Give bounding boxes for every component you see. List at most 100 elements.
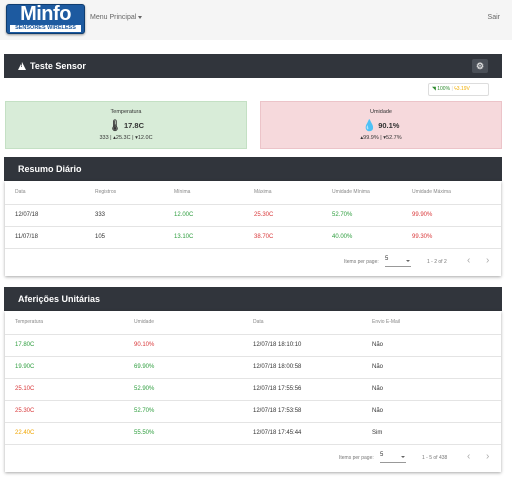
table-row: 19.90C 69.90% 12/07/18 18:00:58 Não — [5, 355, 501, 378]
cell-min-temp: 12.00C — [164, 203, 244, 226]
daily-summary-panel: Data Registros Mínima Máxima Umidade Mín… — [5, 181, 501, 276]
cell-humidity: 90.10% — [124, 333, 243, 356]
prev-page-button[interactable]: ‹ — [467, 451, 471, 462]
sensor-title-wrap: Teste Sensor — [18, 61, 86, 71]
table-row: 25.30C 52.70% 12/07/18 17:53:58 Não — [5, 399, 501, 422]
droplet-icon: 💧 — [362, 120, 377, 132]
page-range: 1 - 5 of 438 — [422, 455, 448, 461]
temp-min: 12.0C — [137, 135, 153, 141]
cell-max-hum: 99.30% — [402, 225, 501, 248]
logo-title: Minfo — [20, 3, 71, 25]
thermometer-icon: 🌡 — [108, 120, 122, 132]
signal-value: 100% — [437, 86, 451, 92]
column-header[interactable]: Envio E-Mail — [372, 319, 401, 326]
table-row: 22.40C 55.50% 12/07/18 17:45:44 Sim — [5, 421, 501, 444]
chevron-down-icon — [406, 260, 410, 262]
measurements-panel: Temperatura Umidade Data Envio E-Mail 17… — [5, 311, 501, 472]
cell-datetime: 12/07/18 18:00:58 — [243, 355, 362, 378]
hum-min: 52.7% — [386, 135, 402, 141]
cell-temperature: 25.10C — [5, 377, 124, 400]
cell-count: 333 — [85, 203, 164, 226]
table-header-row: Data Registros Mínima Máxima Umidade Mín… — [5, 181, 501, 204]
cell-datetime: 12/07/18 18:10:10 — [243, 333, 362, 356]
page-size-select[interactable]: 5 — [385, 256, 411, 267]
hum-max: 99.9% — [363, 135, 379, 141]
humidity-value-row: 💧 90.1% — [261, 119, 501, 132]
main-menu-dropdown[interactable]: Menu Principal — [90, 14, 143, 21]
next-page-button[interactable]: › — [486, 255, 490, 266]
cell-count: 105 — [85, 225, 164, 248]
temperature-value: 17.8C — [123, 121, 144, 130]
temperature-range: 333 | ▴25.3C | ▾12.0C — [99, 135, 153, 141]
temp-count: 333 — [99, 135, 109, 141]
cell-datetime: 12/07/18 17:55:56 — [243, 377, 362, 400]
cell-email-sent: Sim — [362, 421, 501, 444]
logout-link[interactable]: Sair — [487, 14, 500, 21]
measurements-title: Aferições Unitárias — [18, 294, 101, 304]
column-header[interactable]: Mínima — [174, 189, 191, 196]
daily-summary-header: Resumo Diário — [4, 157, 502, 181]
cell-email-sent: Não — [362, 377, 501, 400]
humidity-range: ▴99.9% | ▾52.7% — [360, 135, 402, 141]
humidity-label: Umidade — [369, 109, 392, 115]
cell-email-sent: Não — [362, 355, 501, 378]
bolt-icon: ϟ — [454, 86, 457, 92]
column-header[interactable]: Temperatura — [15, 319, 44, 326]
cell-datetime: 12/07/18 17:53:58 — [243, 399, 362, 422]
arrow-up-icon: ▴ — [113, 135, 116, 141]
column-header[interactable]: Data — [253, 319, 264, 326]
main-menu-label: Menu Principal — [90, 14, 137, 21]
paginator: Items per page: 5 1 - 2 of 2 ‹ › — [5, 248, 501, 276]
daily-summary-table: Data Registros Mínima Máxima Umidade Mín… — [5, 181, 501, 248]
wifi-icon: ◥ — [432, 86, 436, 92]
temperature-label: Temperatura — [110, 109, 142, 115]
page-size-value: 5 — [380, 452, 384, 458]
next-page-button[interactable]: › — [486, 451, 490, 462]
measurements-table: Temperatura Umidade Data Envio E-Mail 17… — [5, 311, 501, 444]
gear-icon: ⚙ — [475, 61, 485, 71]
cell-max-hum: 99.90% — [402, 203, 501, 226]
cell-max-temp: 25.30C — [244, 203, 322, 226]
column-header[interactable]: Umidade Máxima — [412, 189, 451, 196]
cell-temperature: 25.30C — [5, 399, 124, 422]
logo-subtitle: SENSORES WIRELESS — [10, 25, 81, 32]
cell-temperature: 17.80C — [5, 333, 124, 356]
arrow-down-icon: ▾ — [135, 135, 138, 141]
cell-humidity: 52.70% — [124, 399, 243, 422]
cell-email-sent: Não — [362, 399, 501, 422]
arrow-down-icon: ▾ — [383, 135, 387, 141]
temperature-value-row: 🌡 17.8C — [6, 119, 246, 132]
column-header[interactable]: Data — [15, 189, 26, 196]
chevron-down-icon — [401, 456, 405, 458]
column-header[interactable]: Umidade — [134, 319, 155, 326]
settings-button[interactable]: ⚙ — [472, 59, 488, 73]
cell-humidity: 52.90% — [124, 377, 243, 400]
cell-email-sent: Não — [362, 333, 501, 356]
cell-datetime: 12/07/18 17:45:44 — [243, 421, 362, 444]
arrow-up-icon: ▴ — [360, 135, 364, 141]
humidity-card: Umidade 💧 90.1% ▴99.9% | ▾52.7% — [260, 101, 502, 149]
cell-humidity: 69.90% — [124, 355, 243, 378]
column-header[interactable]: Umidade Mínima — [332, 189, 370, 196]
navbar: Minfo SENSORES WIRELESS Menu Principal S… — [0, 0, 512, 40]
sensor-status: ◥ 100% | ϟ3.19V — [428, 83, 489, 96]
page-size-select[interactable]: 5 — [380, 452, 406, 463]
page-range: 1 - 2 of 2 — [427, 259, 447, 265]
column-header[interactable]: Registros — [95, 189, 117, 196]
caret-down-icon — [138, 15, 143, 19]
table-row: 25.10C 52.90% 12/07/18 17:55:56 Não — [5, 377, 501, 400]
logo[interactable]: Minfo SENSORES WIRELESS — [6, 4, 85, 34]
cell-humidity: 55.50% — [124, 421, 243, 444]
voltage-value: 3.19V — [456, 86, 470, 92]
cell-temperature: 22.40C — [5, 421, 124, 444]
table-row: 12/07/18 333 12.00C 25.30C 52.70% 99.90% — [5, 203, 501, 226]
sensor-header: Teste Sensor ⚙ — [4, 54, 502, 78]
column-header[interactable]: Máxima — [254, 189, 272, 196]
cell-temperature: 19.90C — [5, 355, 124, 378]
paginator: Items per page: 5 1 - 5 of 438 ‹ › — [5, 444, 501, 472]
prev-page-button[interactable]: ‹ — [467, 255, 471, 266]
measurements-header: Aferições Unitárias — [4, 287, 502, 311]
humidity-value: 90.1% — [378, 121, 400, 130]
items-per-page-label: Items per page: — [339, 455, 374, 461]
daily-summary-title: Resumo Diário — [18, 164, 82, 174]
